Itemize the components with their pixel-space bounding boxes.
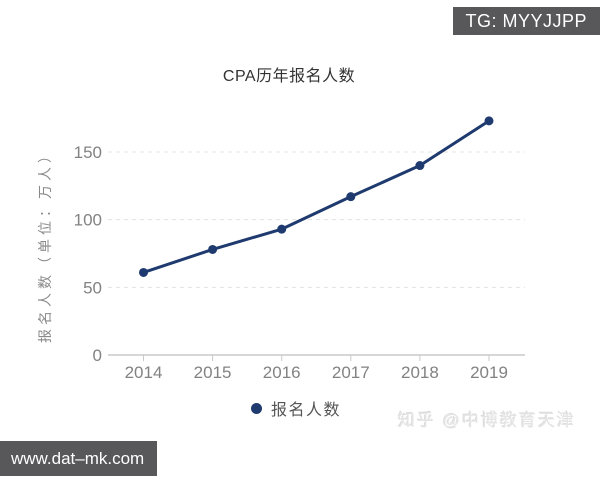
data-point — [415, 161, 425, 171]
x-tick-label: 2015 — [194, 363, 232, 382]
chart-title: CPA历年报名人数 — [222, 68, 356, 85]
x-tick-label: 2018 — [401, 363, 439, 382]
site-url-badge: www.dat–mk.com — [0, 441, 158, 476]
x-tick-label: 2017 — [332, 363, 370, 382]
data-point — [484, 116, 494, 126]
y-tick-label: 0 — [93, 346, 102, 365]
tg-badge: TG: MYYJJPP — [453, 7, 600, 35]
data-point — [208, 244, 218, 254]
y-tick-label: 50 — [83, 278, 102, 297]
y-tick-label: 100 — [74, 211, 102, 230]
x-tick-label: 2016 — [263, 363, 301, 382]
data-point — [346, 192, 356, 202]
data-point — [277, 224, 287, 234]
data-point — [139, 267, 148, 277]
legend: 报名人数 — [0, 397, 592, 419]
y-tick-label: 150 — [74, 143, 102, 162]
x-tick-label: 2014 — [125, 363, 163, 382]
legend-dot-icon — [250, 402, 262, 414]
zhihu-watermark: 知乎 @中博教育天津 — [398, 411, 576, 430]
legend-label: 报名人数 — [270, 402, 341, 419]
series-line — [142, 119, 491, 274]
x-tick-label: 2019 — [470, 363, 508, 382]
